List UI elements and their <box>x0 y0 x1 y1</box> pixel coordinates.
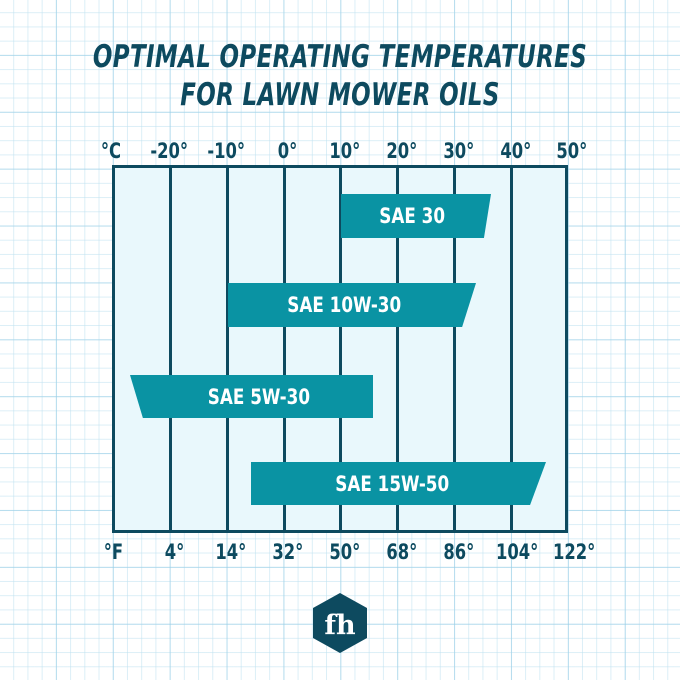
bar-label: SAE 15W-50 <box>335 471 450 496</box>
gridline-0c <box>283 168 286 530</box>
celsius-tick: 50° <box>556 139 588 163</box>
celsius-tick: 30° <box>443 139 475 163</box>
fahrenheit-tick: 86° <box>443 540 475 564</box>
gridline-30c <box>453 168 456 530</box>
fahrenheit-tick: 122° <box>552 540 596 564</box>
celsius-tick: 0° <box>277 139 298 163</box>
title-line-1: OPTIMAL OPERATING TEMPERATURES <box>92 39 588 75</box>
gridline-20c <box>396 168 399 530</box>
fahrenheit-tick: 4° <box>164 540 185 564</box>
celsius-tick: 20° <box>386 139 418 163</box>
bar-label: SAE 5W-30 <box>207 384 310 409</box>
gridline-minus-10c <box>226 168 229 530</box>
logo-text: fh <box>324 610 356 641</box>
fahrenheit-tick: 104° <box>495 540 539 564</box>
fahrenheit-tick: 32° <box>272 540 304 564</box>
chart-title: OPTIMAL OPERATING TEMPERATURES FOR LAWN … <box>0 38 680 114</box>
bar-label: SAE 30 <box>379 204 445 228</box>
bar-label: SAE 10W-30 <box>287 293 401 317</box>
celsius-unit-label: °C <box>100 139 122 163</box>
fahrenheit-tick: 68° <box>386 540 418 564</box>
fahrenheit-tick: 14° <box>215 540 247 564</box>
gridline-40c <box>510 168 513 530</box>
bar-sae-15w-50: SAE 15W-50 <box>251 462 546 505</box>
bar-sae-10w-30: SAE 10W-30 <box>228 283 476 327</box>
gridline-minus-20c <box>169 168 172 530</box>
brand-logo: fh <box>312 592 368 654</box>
hexagon-logo-icon: fh <box>313 593 367 653</box>
bar-sae-30: SAE 30 <box>341 194 491 238</box>
title-line-2: FOR LAWN MOWER OILS <box>180 77 500 113</box>
celsius-tick: -20° <box>150 139 189 163</box>
fahrenheit-tick: 50° <box>329 540 361 564</box>
gridline-10c <box>339 168 342 530</box>
bar-sae-5w-30: SAE 5W-30 <box>130 375 373 418</box>
celsius-tick: 40° <box>500 139 532 163</box>
fahrenheit-unit-label: °F <box>103 540 124 564</box>
celsius-tick: -10° <box>207 139 246 163</box>
celsius-tick: 10° <box>329 139 361 163</box>
